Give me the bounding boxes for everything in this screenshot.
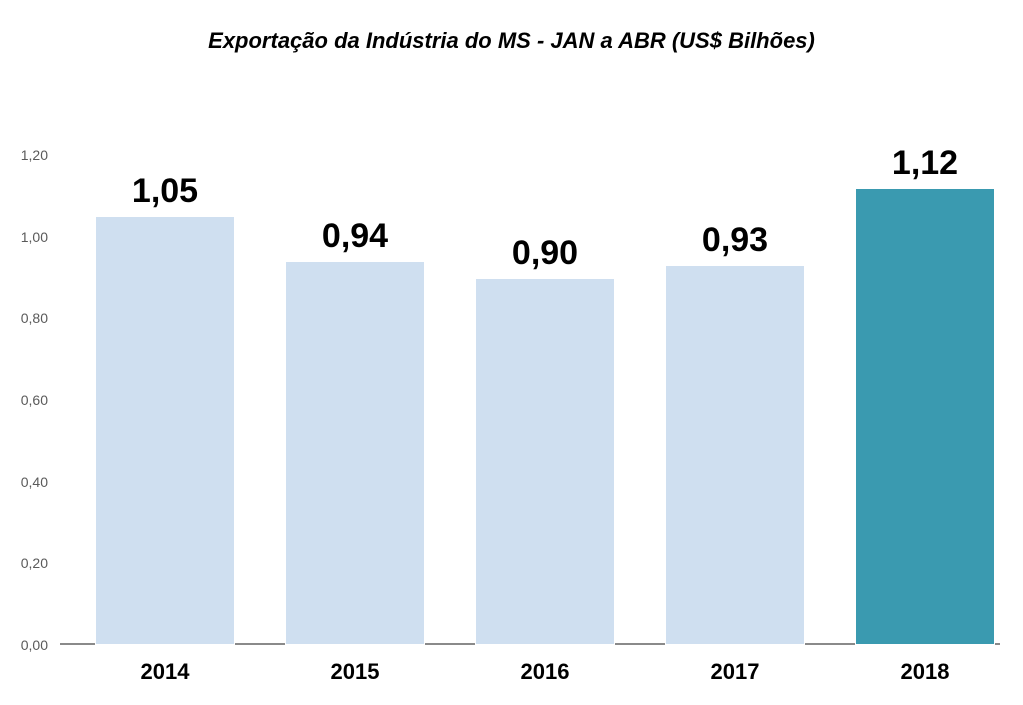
x-category-label: 2014 [141,659,190,685]
bar: 0,90 [475,278,615,646]
x-category-label: 2018 [901,659,950,685]
y-tick-label: 1,00 [21,229,60,245]
x-category-label: 2016 [521,659,570,685]
plot-area: 0,000,200,400,600,801,001,201,0520140,94… [60,155,1000,645]
bar-value-label: 0,90 [512,234,578,273]
y-tick-label: 0,00 [21,637,60,653]
bar: 1,12 [855,188,995,645]
chart-container: Exportação da Indústria do MS - JAN a AB… [0,0,1023,705]
bar-value-label: 1,05 [132,172,198,211]
chart-title: Exportação da Indústria do MS - JAN a AB… [0,28,1023,54]
bar-value-label: 1,12 [892,144,958,183]
bar: 0,94 [285,261,425,645]
y-tick-label: 0,40 [21,474,60,490]
bar: 1,05 [95,216,235,645]
x-category-label: 2017 [711,659,760,685]
y-tick-label: 1,20 [21,147,60,163]
y-tick-label: 0,80 [21,310,60,326]
bar: 0,93 [665,265,805,645]
y-tick-label: 0,20 [21,555,60,571]
y-tick-label: 0,60 [21,392,60,408]
bar-value-label: 0,93 [702,221,768,260]
x-category-label: 2015 [331,659,380,685]
bar-value-label: 0,94 [322,217,388,256]
